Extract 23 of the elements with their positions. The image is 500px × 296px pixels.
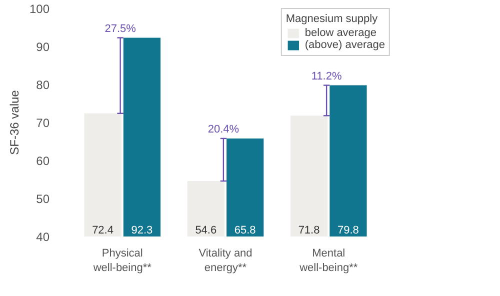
data-label: 71.8 — [298, 224, 320, 236]
y-tick-label: 80 — [36, 78, 50, 92]
y-tick-label: 60 — [36, 154, 50, 168]
data-label: 54.6 — [195, 224, 217, 236]
y-tick-label: 70 — [36, 116, 50, 130]
y-tick-label: 40 — [36, 230, 50, 244]
x-tick-label: Mental well-being** — [298, 248, 358, 274]
x-tick-label: Vitality and energy** — [198, 248, 252, 274]
data-label: 79.8 — [338, 224, 359, 236]
legend-label: below average — [304, 27, 376, 39]
y-axis-title: SF-36 value — [7, 90, 22, 155]
y-tick-label: 90 — [36, 40, 50, 54]
x-tick-label: Physical well-being** — [92, 248, 152, 274]
y-tick-label: 100 — [29, 2, 50, 16]
y-tick-label: 50 — [36, 192, 50, 206]
annotation: 11.2% — [311, 70, 342, 82]
legend-label: (above) average — [304, 39, 385, 51]
data-label: 92.3 — [131, 224, 153, 236]
annotation: 20.4% — [208, 123, 240, 136]
legend-title: Magnesium supply — [286, 13, 379, 25]
data-label: 72.4 — [92, 224, 114, 236]
annotation: 27.5% — [104, 22, 136, 35]
data-label: 65.8 — [234, 224, 256, 236]
